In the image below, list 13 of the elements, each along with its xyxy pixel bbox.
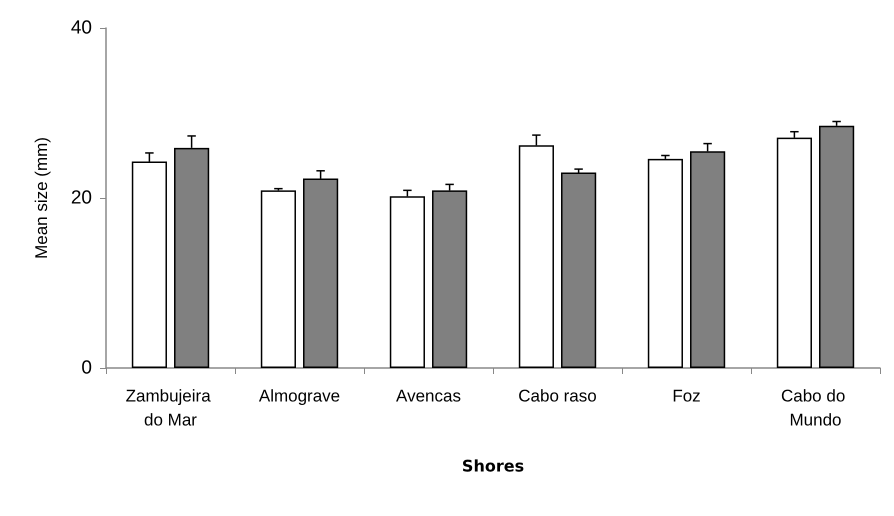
x-tick-label: Cabo do Mundo [781,386,850,430]
x-tick-label: Avencas [396,386,461,406]
y-tick-label: 0 [81,358,92,378]
x-tick-label: Cabo raso [518,386,597,406]
bar [648,158,683,368]
y-tick-label: 20 [70,188,92,208]
x-tick-label: Foz [672,386,701,406]
y-tick-label: 40 [70,18,92,38]
y-axis-title: Mean size (mm) [32,137,51,259]
bar [260,190,296,368]
x-tick-label: Zambujeira do Mar [126,386,216,430]
x-axis-title: Shores [462,456,524,476]
x-tick-label: Almograve [258,386,340,406]
